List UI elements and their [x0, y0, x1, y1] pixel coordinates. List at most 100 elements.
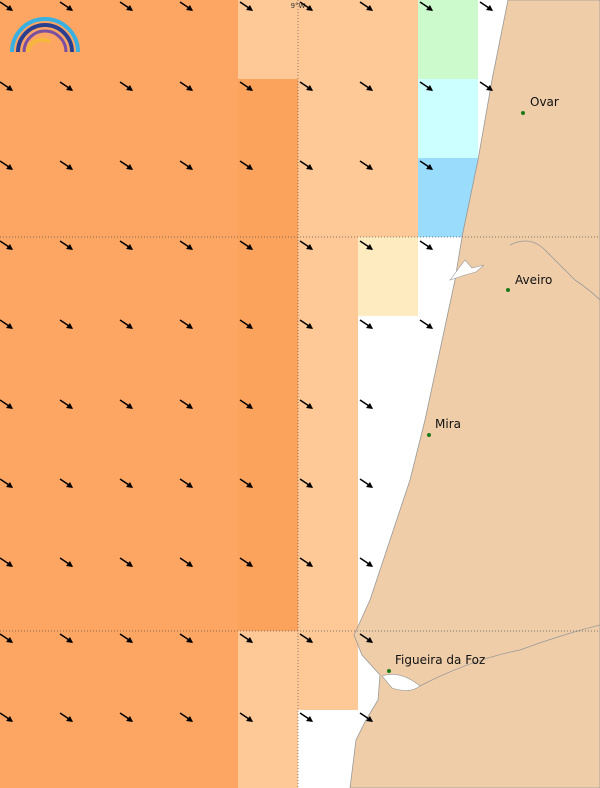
- wave-arrow: [479, 1, 493, 11]
- wave-cell: [298, 158, 418, 237]
- wave-arrow: [179, 319, 193, 329]
- wave-arrow: [419, 1, 433, 11]
- wave-arrow: [239, 160, 253, 170]
- arrow-head: [186, 403, 193, 409]
- arrow-head: [306, 244, 313, 250]
- arrow-head: [306, 5, 313, 11]
- arrow-head: [186, 482, 193, 488]
- wave-arrow: [119, 633, 133, 643]
- arrow-head: [306, 716, 313, 722]
- wave-arrow: [119, 81, 133, 91]
- wave-cell: [298, 237, 358, 316]
- wave-cell: [0, 316, 238, 395]
- wave-arrow: [299, 1, 313, 11]
- arrow-head: [366, 5, 373, 11]
- wave-arrow: [359, 319, 373, 329]
- wave-arrow: [359, 160, 373, 170]
- wave-arrow: [119, 319, 133, 329]
- wave-arrow: [299, 557, 313, 567]
- places: Ovar Aveiro Mira Figueira da Foz: [387, 95, 559, 673]
- arrow-head: [6, 403, 13, 409]
- wave-arrow: [0, 160, 13, 170]
- wave-arrow: [239, 240, 253, 250]
- lagoon: [449, 259, 485, 281]
- wave-cell: [298, 553, 358, 631]
- wave-arrow: [239, 319, 253, 329]
- wave-arrow: [239, 712, 253, 722]
- wave-arrow: [299, 478, 313, 488]
- wave-arrow: [479, 81, 493, 91]
- wave-arrow: [119, 399, 133, 409]
- place-dot: [521, 111, 525, 115]
- arrow-head: [426, 5, 433, 11]
- wave-arrow: [359, 240, 373, 250]
- arrow-head: [186, 716, 193, 722]
- logo: [10, 17, 80, 53]
- wave-cell: [0, 553, 238, 631]
- wave-arrow: [359, 557, 373, 567]
- arrow-head: [6, 85, 13, 91]
- arrow-head: [306, 561, 313, 567]
- arrow-head: [366, 85, 373, 91]
- arrow-head: [306, 482, 313, 488]
- river: [419, 624, 600, 687]
- wave-arrow: [59, 240, 73, 250]
- arrow-head: [6, 323, 13, 329]
- arrow-head: [66, 164, 73, 170]
- arrow-head: [246, 323, 253, 329]
- wave-arrow: [239, 557, 253, 567]
- arrow-head: [366, 323, 373, 329]
- wave-arrows: [0, 1, 493, 722]
- arrow-head: [6, 482, 13, 488]
- arrow-head: [426, 323, 433, 329]
- arrow-head: [246, 716, 253, 722]
- arrow-head: [366, 716, 373, 722]
- wave-arrow: [119, 160, 133, 170]
- arrow-head: [246, 637, 253, 643]
- wave-arrow: [299, 633, 313, 643]
- wave-arrow: [0, 240, 13, 250]
- wave-arrow: [59, 399, 73, 409]
- wave-arrow: [179, 478, 193, 488]
- wave-cell: [0, 237, 238, 316]
- place-label: Figueira da Foz: [395, 653, 485, 667]
- wave-arrow: [59, 557, 73, 567]
- arrow-head: [186, 5, 193, 11]
- wave-arrow: [419, 240, 433, 250]
- place-dot: [427, 433, 431, 437]
- arrow-head: [186, 85, 193, 91]
- wave-arrow: [179, 1, 193, 11]
- arrow-head: [306, 403, 313, 409]
- arrow-head: [366, 164, 373, 170]
- place-label: Aveiro: [515, 273, 552, 287]
- wave-cell: [0, 710, 238, 788]
- wave-arrow: [299, 240, 313, 250]
- wave-cell: [0, 631, 238, 710]
- wave-arrow: [0, 712, 13, 722]
- wave-arrow: [119, 557, 133, 567]
- arrow-head: [246, 164, 253, 170]
- longitude-label: 9°W: [291, 2, 306, 10]
- wave-arrow: [239, 1, 253, 11]
- arrow-head: [186, 164, 193, 170]
- river: [509, 240, 600, 301]
- arrow-head: [66, 85, 73, 91]
- wave-cell: [0, 474, 238, 553]
- arrow-head: [186, 244, 193, 250]
- wave-arrow: [419, 160, 433, 170]
- wave-arrow: [0, 399, 13, 409]
- wave-cell: [238, 710, 298, 788]
- arrow-head: [126, 403, 133, 409]
- wave-arrow: [359, 712, 373, 722]
- arrow-head: [126, 244, 133, 250]
- arrow-head: [366, 561, 373, 567]
- wave-arrow: [179, 81, 193, 91]
- wave-arrow: [299, 319, 313, 329]
- wave-arrow: [0, 81, 13, 91]
- wave-arrow: [59, 319, 73, 329]
- wave-arrow: [179, 399, 193, 409]
- arrow-head: [246, 403, 253, 409]
- arrow-head: [6, 5, 13, 11]
